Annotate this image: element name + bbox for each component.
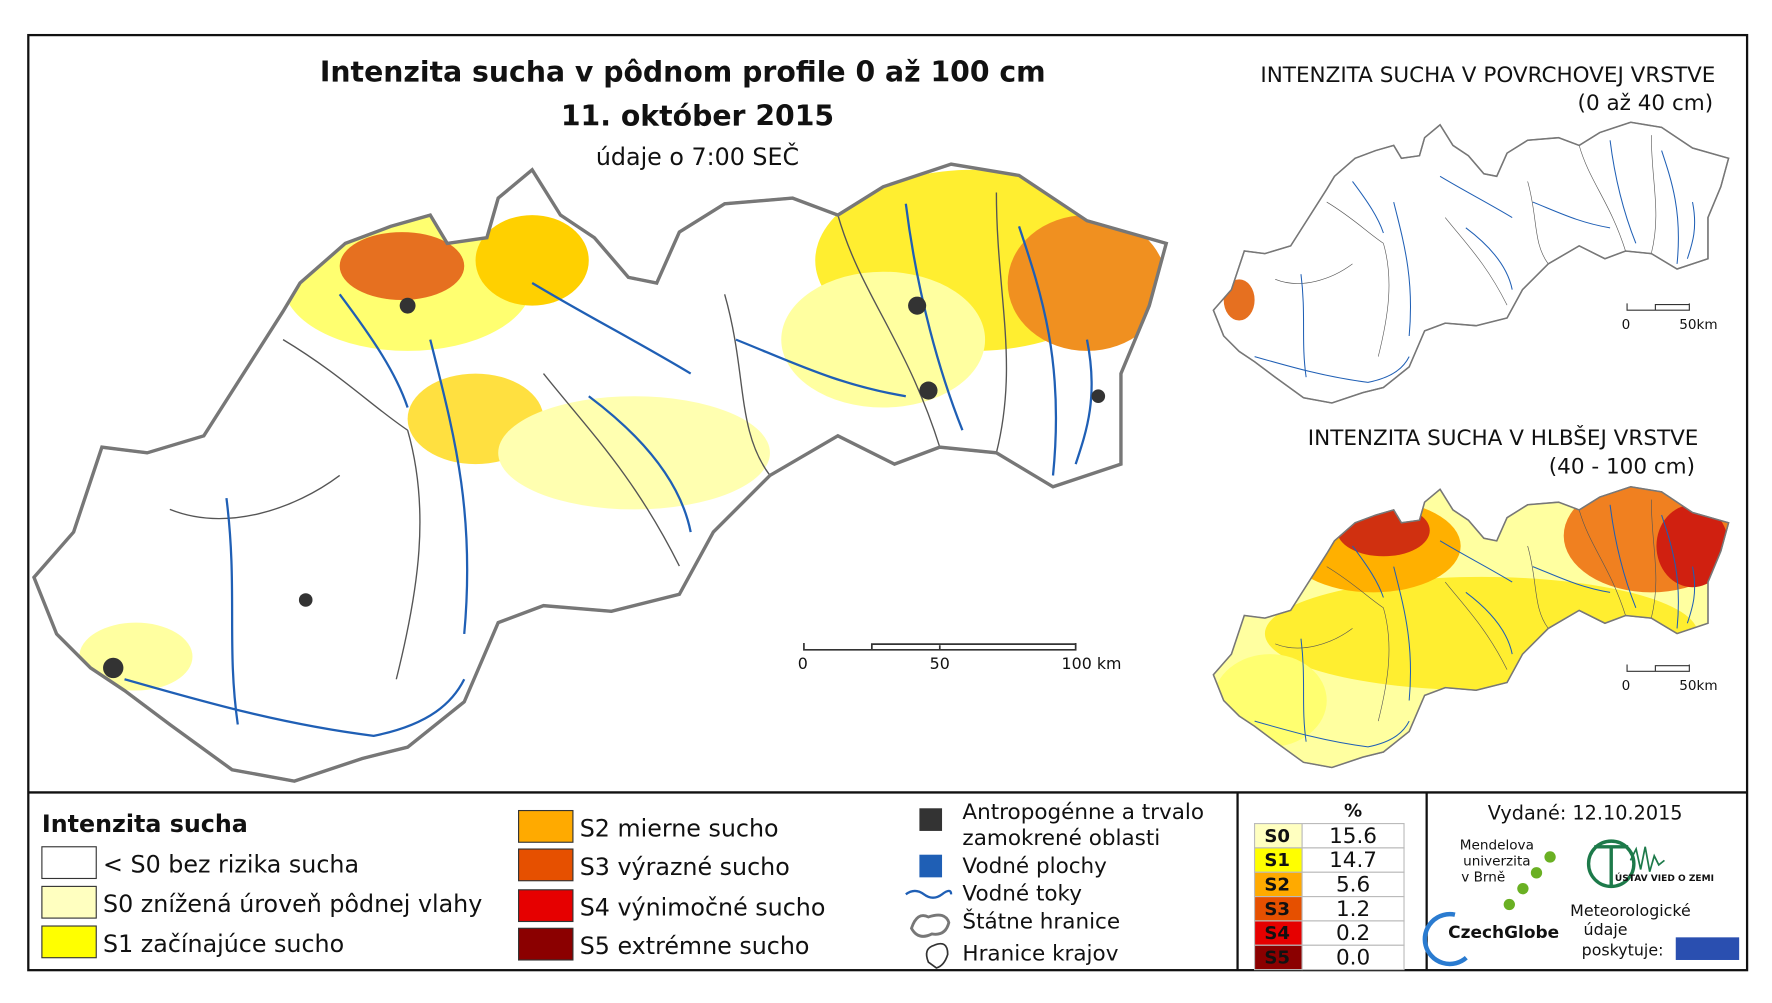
stats-class: S3 xyxy=(1264,899,1290,920)
symbol-label: Hranice krajov xyxy=(962,941,1118,966)
logo-text: údaje xyxy=(1584,920,1628,939)
stats-value: 5.6 xyxy=(1336,873,1370,898)
stats-cell xyxy=(1301,944,1405,971)
legend-label: S2 mierne sucho xyxy=(580,814,779,842)
stats-cell xyxy=(1301,823,1405,849)
logo-czechglobe-arc xyxy=(1422,911,1468,967)
scale-label: 100 km xyxy=(1062,654,1122,673)
legend-swatch xyxy=(41,885,97,919)
logo-text: Mendelova xyxy=(1460,838,1534,854)
stats-value: 1.2 xyxy=(1336,897,1370,922)
logo-text: poskytuje: xyxy=(1582,940,1664,959)
scale-label: 50km xyxy=(1679,317,1717,333)
inset-map-surface xyxy=(1213,122,1728,403)
scale-label: 0 xyxy=(1622,317,1631,333)
inset-title: INTENZITA SUCHA V POVRCHOVEJ VRSTVE xyxy=(1260,63,1715,88)
stats-header: % xyxy=(1344,801,1362,822)
inset-subtitle: (40 - 100 cm) xyxy=(1549,455,1695,480)
logo-text: Meteorologické xyxy=(1570,901,1691,920)
drought-areas xyxy=(79,169,1167,691)
legend-label: S5 extrémne sucho xyxy=(580,932,810,960)
stats-value: 0.0 xyxy=(1336,946,1370,971)
legend-title: Intenzita sucha xyxy=(42,810,248,838)
issued-date: Vydané: 12.10.2015 xyxy=(1488,801,1683,824)
legend-label: S3 výrazné sucho xyxy=(580,853,790,881)
logo-text: v Brně xyxy=(1461,869,1505,885)
scale-label: 0 xyxy=(798,654,808,673)
symbol-label: zamokrené oblasti xyxy=(962,826,1160,851)
stats-cell xyxy=(1301,871,1405,898)
stats-table: % S0 15.6 S1 14.7 S2 5.6 S3 1.2 S4 0.2 S5 0.0 xyxy=(1253,801,1405,971)
scale-label: 50 xyxy=(930,654,950,673)
stats-class: S0 xyxy=(1264,826,1290,847)
symbol-label: Vodné plochy xyxy=(962,854,1107,879)
logo-text: univerzita xyxy=(1463,853,1531,869)
stats-value: 0.2 xyxy=(1336,921,1370,946)
scale-bar xyxy=(1626,664,1690,672)
legend-swatch xyxy=(518,809,574,843)
stats-class: S5 xyxy=(1264,948,1290,969)
logo-ustav: ÚSTAV VIED O ZEMI xyxy=(1586,839,1714,889)
logo-text: ÚSTAV VIED O ZEMI xyxy=(1615,872,1714,884)
legend-label: S0 znížená úroveň pôdnej vlahy xyxy=(103,890,482,918)
legend-swatch xyxy=(41,846,97,880)
symbol-icons xyxy=(905,808,953,969)
main-map xyxy=(34,164,1166,781)
stats-class: S1 xyxy=(1264,850,1290,871)
map-title: Intenzita sucha v pôdnom profile 0 až 10… xyxy=(320,56,1046,89)
stats-cell xyxy=(1301,896,1405,922)
symbol-label: Vodné toky xyxy=(962,881,1082,906)
symbol-label: Antropogénne a trvalo xyxy=(962,800,1204,825)
scale-bar xyxy=(1626,303,1690,311)
scale-label: 50km xyxy=(1679,678,1717,694)
inset-subtitle: (0 až 40 cm) xyxy=(1578,91,1714,116)
stats-class: S4 xyxy=(1264,923,1290,944)
legend-label: S4 výnimočné sucho xyxy=(580,894,826,922)
stats-value: 14.7 xyxy=(1329,848,1377,873)
logo-shmu xyxy=(1675,937,1740,960)
map-subtitle: údaje o 7:00 SEČ xyxy=(596,143,799,171)
map-date: 11. október 2015 xyxy=(561,100,834,133)
stats-cell xyxy=(1301,847,1405,873)
logo-mendel: Mendelova univerzita v Brně xyxy=(1460,838,1556,911)
scale-bar xyxy=(803,643,1077,651)
logo-czechglobe: CzechGlobe xyxy=(1448,923,1559,943)
legend-label: S1 začínajúce sucho xyxy=(103,930,344,958)
inset-title: INTENZITA SUCHA V HLBŠEJ VRSTVE xyxy=(1308,425,1699,451)
legend-swatch xyxy=(41,925,97,959)
legend: < S0 bez rizika sucha S0 znížená úroveň p… xyxy=(41,809,826,961)
legend-swatch xyxy=(518,848,574,882)
symbol-label: Štátne hranice xyxy=(962,909,1120,935)
legend-swatch xyxy=(518,927,574,961)
stats-value: 15.6 xyxy=(1329,824,1377,849)
legend-label: < S0 bez rizika sucha xyxy=(103,851,359,879)
legend-swatch xyxy=(518,889,574,923)
scale-label: 0 xyxy=(1622,678,1631,694)
stats-class: S2 xyxy=(1264,875,1290,896)
